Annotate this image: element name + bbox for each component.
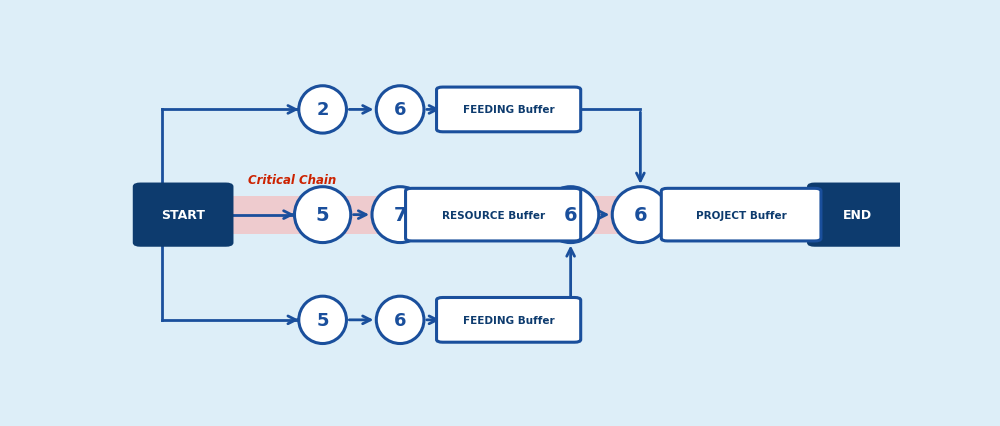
Text: PROJECT Buffer: PROJECT Buffer (696, 210, 786, 220)
Ellipse shape (299, 296, 346, 344)
FancyBboxPatch shape (437, 88, 581, 132)
FancyBboxPatch shape (437, 298, 581, 343)
Text: 6: 6 (394, 311, 406, 329)
FancyBboxPatch shape (661, 189, 821, 242)
Text: FEEDING Buffer: FEEDING Buffer (463, 105, 554, 115)
Ellipse shape (376, 86, 424, 134)
Text: END: END (843, 209, 872, 222)
Ellipse shape (542, 187, 599, 243)
Text: FEEDING Buffer: FEEDING Buffer (463, 315, 554, 325)
Text: 5: 5 (316, 206, 329, 225)
Text: 7: 7 (393, 206, 407, 225)
Text: START: START (161, 209, 205, 222)
FancyBboxPatch shape (406, 189, 581, 242)
Text: RESOURCE Buffer: RESOURCE Buffer (442, 210, 545, 220)
FancyBboxPatch shape (134, 184, 232, 246)
Text: 6: 6 (564, 206, 577, 225)
Ellipse shape (372, 187, 428, 243)
Ellipse shape (612, 187, 669, 243)
Text: Critical Chain: Critical Chain (248, 174, 336, 187)
Text: 2: 2 (316, 101, 329, 119)
FancyBboxPatch shape (809, 184, 906, 246)
Ellipse shape (376, 296, 424, 344)
Bar (226, 196, 815, 234)
Text: 6: 6 (634, 206, 647, 225)
Ellipse shape (299, 86, 346, 134)
Text: 6: 6 (394, 101, 406, 119)
Ellipse shape (294, 187, 351, 243)
Text: 5: 5 (316, 311, 329, 329)
